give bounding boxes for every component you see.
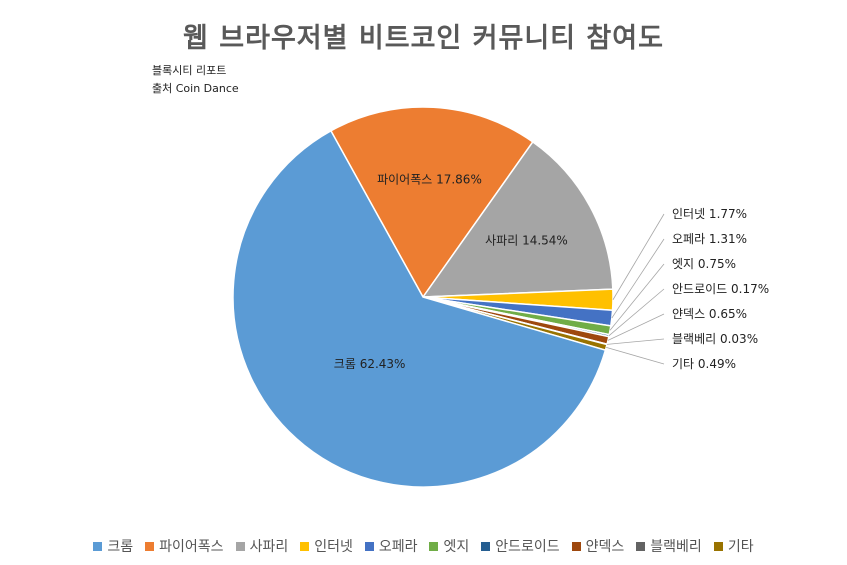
legend-swatch-yandex (571, 541, 581, 551)
data-label-android: 안드로이드 0.17% (672, 282, 769, 296)
leader-line-other (606, 346, 665, 365)
data-label-safari: 사파리 14.54% (485, 234, 568, 248)
leader-line-opera (611, 238, 665, 319)
legend-label-opera: 오페라 (378, 539, 418, 555)
legend-label-blackberry: 블랙베리 (650, 539, 702, 555)
legend-item-safari: 사파리 (235, 536, 289, 556)
legend-label-yandex: 얀덱스 (585, 539, 625, 555)
data-label-yandex: 얀덱스 0.65% (672, 307, 747, 321)
legend-item-chrome: 크롬 (93, 536, 133, 556)
legend-swatch-internet (300, 541, 310, 551)
legend-label-safari: 사파리 (249, 539, 289, 555)
report-label: 블록시티 리포트 (152, 64, 227, 77)
chart-title: 웹 브라우저별 비트코인 커뮤니티 참여도 (183, 23, 664, 54)
pie-slice-firefox (329, 106, 534, 299)
legend-swatch-android (481, 541, 491, 551)
legend-item-yandex: 얀덱스 (571, 536, 625, 556)
legend-swatch-opera (364, 541, 374, 551)
legend-item-firefox: 파이어폭스 (145, 536, 224, 556)
data-label-chrome: 크롬 62.43% (334, 357, 406, 371)
leader-line-edge (609, 263, 665, 331)
source-label: 출처 Coin Dance (152, 82, 239, 95)
leader-line-yandex (607, 313, 665, 341)
legend-item-opera: 오페라 (364, 536, 418, 556)
legend-item-blackberry: 블랙베리 (636, 536, 702, 556)
legend-label-internet: 인터넷 (314, 539, 353, 555)
legend-label-firefox: 파이어폭스 (159, 539, 224, 555)
legend-label-chrome: 크롬 (107, 539, 134, 555)
legend-swatch-chrome (93, 541, 103, 551)
data-label-opera: 오페라 1.31% (672, 232, 747, 246)
pie-slice-safari (421, 140, 614, 298)
chart-legend: 크롬 파이어폭스 사파리 인터넷 오페라 엣지 안드로이드 얀덱스 블랙베리 기타 (0, 536, 847, 556)
data-label-edge: 엣지 0.75% (672, 257, 736, 271)
legend-label-other: 기타 (727, 539, 754, 555)
legend-swatch-firefox (145, 541, 155, 551)
leader-line-internet (612, 213, 665, 300)
legend-label-android: 안드로이드 (495, 539, 560, 555)
pie-slice-chrome (232, 129, 607, 488)
legend-swatch-blackberry (636, 541, 646, 551)
legend-item-internet: 인터넷 (300, 536, 353, 556)
leader-line-blackberry (606, 338, 665, 345)
legend-item-other: 기타 (713, 536, 754, 556)
data-label-internet: 인터넷 1.77% (672, 207, 747, 221)
legend-item-android: 안드로이드 (481, 536, 560, 556)
legend-swatch-safari (235, 541, 245, 551)
leader-line-android (608, 288, 665, 336)
data-label-firefox: 파이어폭스 17.86% (377, 172, 482, 186)
legend-label-edge: 엣지 (443, 539, 470, 555)
data-label-other: 기타 0.49% (672, 357, 736, 371)
legend-swatch-edge (429, 541, 439, 551)
legend-swatch-other (713, 541, 723, 551)
data-label-blackberry: 블랙베리 0.03% (672, 332, 758, 346)
legend-item-edge: 엣지 (429, 536, 469, 556)
